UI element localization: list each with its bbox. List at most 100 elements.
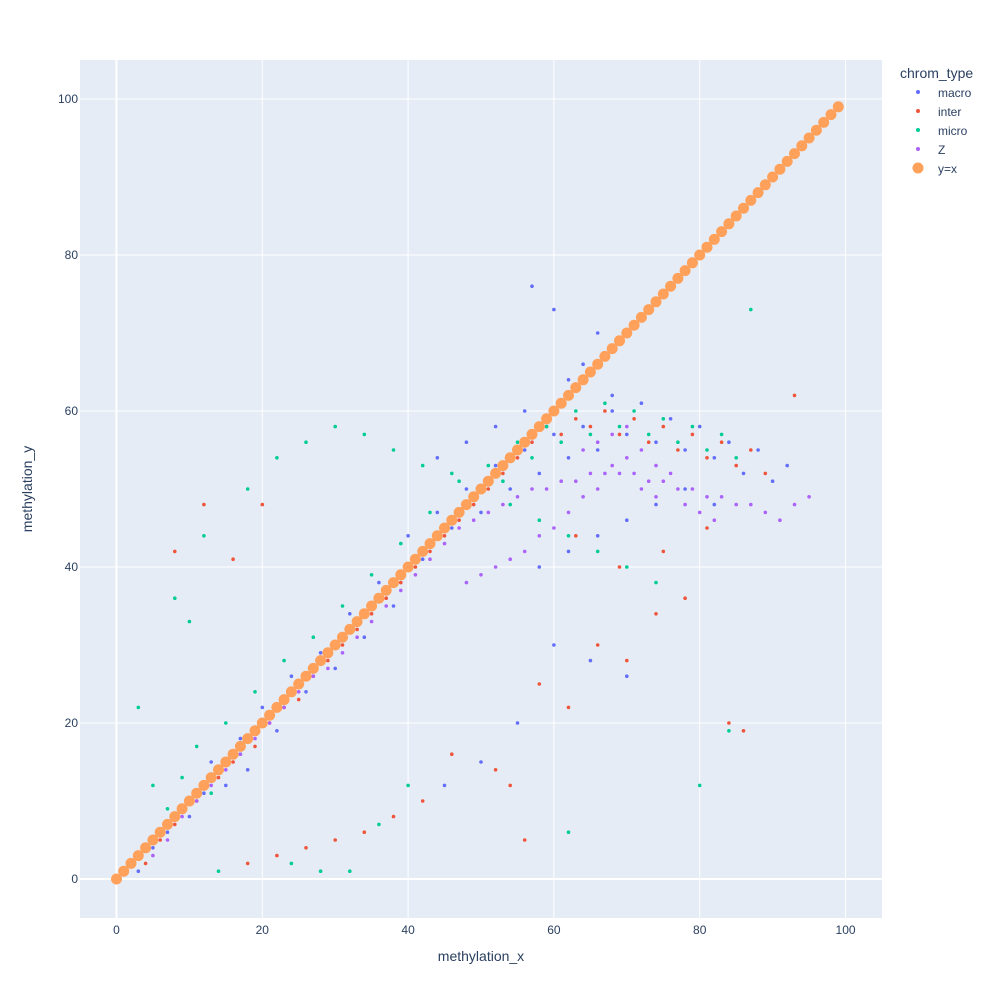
data-point-inter xyxy=(705,456,709,460)
data-point-macro xyxy=(697,424,702,429)
data-point-z xyxy=(683,502,687,507)
data-point-inter xyxy=(420,799,425,803)
legend[interactable]: chrom_type macro inter micro Z y=x xyxy=(900,65,973,176)
data-point-y-x xyxy=(635,311,647,323)
data-point-macro xyxy=(522,448,527,452)
data-point-macro xyxy=(552,307,556,312)
data-point-inter xyxy=(501,471,505,476)
data-point-z xyxy=(253,736,257,741)
data-point-macro xyxy=(639,401,644,406)
data-point-micro xyxy=(530,456,534,460)
data-point-micro xyxy=(486,463,491,468)
data-point-micro xyxy=(508,502,512,507)
data-point-z xyxy=(479,573,483,577)
data-point-z xyxy=(625,456,629,460)
data-point-y-x xyxy=(191,787,203,799)
data-point-inter xyxy=(231,760,235,764)
data-point-inter xyxy=(741,729,746,733)
data-point-macro xyxy=(187,814,192,819)
data-point-micro xyxy=(399,541,403,546)
data-point-z xyxy=(486,510,491,515)
data-point-macro xyxy=(770,479,775,484)
data-point-micro xyxy=(333,424,338,429)
data-point-micro xyxy=(705,448,709,452)
data-point-y-x xyxy=(584,366,596,378)
data-point-macro xyxy=(209,760,213,764)
data-point-y-x xyxy=(446,514,458,526)
data-point-y-x xyxy=(315,655,327,667)
legend-item-y-equals-x[interactable]: y=x xyxy=(912,162,958,176)
x-tick-label: 40 xyxy=(401,923,415,937)
legend-marker-z xyxy=(916,147,920,151)
data-point-z xyxy=(384,604,389,608)
data-point-macro xyxy=(668,417,673,421)
data-point-y-x xyxy=(533,421,545,433)
data-point-y-x xyxy=(832,101,844,113)
data-point-micro xyxy=(165,807,170,811)
data-point-macro xyxy=(406,534,410,538)
data-point-y-x xyxy=(402,561,414,573)
data-point-y-x xyxy=(183,795,195,807)
data-point-micro xyxy=(391,448,396,452)
legend-item-z[interactable]: Z xyxy=(916,143,945,157)
data-point-micro xyxy=(646,432,651,437)
data-point-inter xyxy=(574,534,578,538)
data-point-inter xyxy=(173,822,177,827)
data-point-z xyxy=(165,838,170,842)
data-point-z xyxy=(508,557,512,561)
data-point-macro xyxy=(479,760,483,764)
data-point-inter xyxy=(442,534,447,538)
data-point-inter xyxy=(471,502,476,507)
data-point-y-x xyxy=(293,678,305,690)
data-point-micro xyxy=(289,861,294,866)
data-point-y-x xyxy=(417,545,429,557)
data-point-z xyxy=(639,487,644,491)
data-point-macro xyxy=(464,487,469,491)
data-point-macro xyxy=(151,846,155,850)
data-point-micro xyxy=(340,604,345,608)
legend-item-inter[interactable]: inter xyxy=(916,105,961,119)
data-point-micro xyxy=(457,479,461,484)
data-point-y-x xyxy=(285,686,297,698)
data-point-inter xyxy=(450,752,454,756)
y-tick-label: 0 xyxy=(71,872,78,886)
data-point-y-x xyxy=(395,569,407,581)
data-point-macro xyxy=(552,643,556,647)
data-point-y-x xyxy=(220,756,232,768)
data-point-z xyxy=(530,487,534,491)
data-point-y-x xyxy=(745,194,757,206)
data-point-micro xyxy=(734,456,738,460)
data-point-inter xyxy=(727,721,731,725)
data-point-micro xyxy=(661,417,666,421)
data-point-y-x xyxy=(118,865,130,877)
data-point-macro xyxy=(610,393,614,398)
legend-item-micro[interactable]: micro xyxy=(916,124,968,138)
data-point-y-x xyxy=(249,725,261,737)
legend-item-macro[interactable]: macro xyxy=(916,86,972,100)
data-point-z xyxy=(369,619,374,624)
data-point-y-x xyxy=(278,694,290,706)
data-point-y-x xyxy=(453,506,465,518)
data-point-macro xyxy=(224,783,228,788)
data-point-y-x xyxy=(803,132,815,144)
data-point-z xyxy=(646,479,651,484)
data-point-inter xyxy=(574,417,578,421)
data-point-inter xyxy=(384,596,389,600)
x-tick-label: 20 xyxy=(256,923,270,937)
data-point-y-x xyxy=(767,171,779,183)
data-point-z xyxy=(355,635,359,639)
legend-marker-inter xyxy=(916,109,920,113)
data-point-z xyxy=(209,783,213,788)
data-point-z xyxy=(676,487,680,491)
data-point-y-x xyxy=(234,740,246,752)
data-point-micro xyxy=(501,479,505,484)
data-point-micro xyxy=(544,424,549,429)
data-point-inter xyxy=(143,861,148,866)
data-point-macro xyxy=(581,362,585,367)
data-point-inter xyxy=(763,471,768,476)
data-point-inter xyxy=(588,424,593,429)
data-point-y-x xyxy=(774,163,786,175)
data-point-macro xyxy=(566,378,571,382)
data-point-micro xyxy=(632,409,636,413)
data-point-z xyxy=(705,495,709,499)
